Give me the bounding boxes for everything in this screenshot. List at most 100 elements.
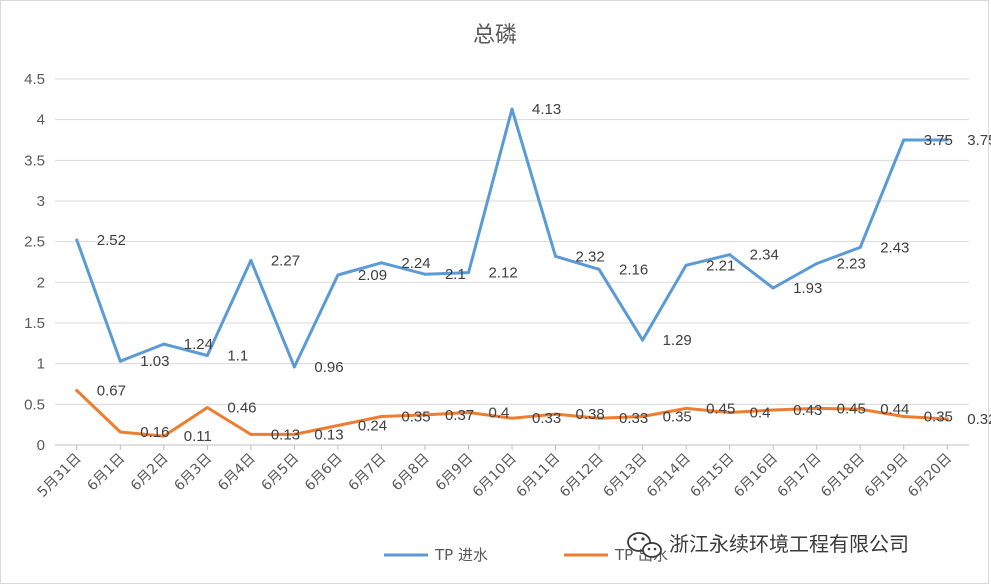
data-label: 2.52 bbox=[97, 232, 126, 249]
data-point bbox=[902, 415, 906, 419]
data-label: 1.03 bbox=[140, 353, 169, 370]
x-tick-label: 6月16日 bbox=[731, 451, 781, 501]
data-point bbox=[423, 413, 427, 417]
data-label: 2.23 bbox=[837, 256, 866, 273]
x-tick-label: 6月3日 bbox=[171, 451, 215, 495]
data-label: 2.32 bbox=[576, 248, 605, 265]
data-label: 4.13 bbox=[532, 101, 561, 118]
data-label: 2.12 bbox=[488, 265, 517, 282]
data-point bbox=[597, 416, 601, 420]
data-point bbox=[945, 138, 949, 142]
y-tick-label: 0.5 bbox=[24, 396, 45, 413]
data-point bbox=[858, 407, 862, 411]
data-point bbox=[118, 359, 122, 363]
data-label: 2.1 bbox=[445, 266, 466, 283]
x-tick-label: 6月7日 bbox=[346, 451, 390, 495]
data-point bbox=[466, 271, 470, 275]
data-label: 0.37 bbox=[445, 407, 474, 424]
data-point bbox=[292, 365, 296, 369]
data-point bbox=[423, 272, 427, 276]
data-label: 0.67 bbox=[97, 383, 126, 400]
data-label: 0.11 bbox=[184, 428, 212, 445]
data-label: 0.13 bbox=[271, 426, 300, 443]
y-tick-label: 4 bbox=[37, 112, 45, 129]
x-tick-label: 6月18日 bbox=[818, 451, 868, 501]
x-tick-label: 6月8日 bbox=[389, 451, 433, 495]
data-point bbox=[815, 262, 819, 266]
data-label: 0.38 bbox=[576, 406, 605, 423]
x-tick-label: 6月6日 bbox=[302, 451, 346, 495]
data-point bbox=[510, 107, 514, 111]
data-label: 0.4 bbox=[488, 404, 509, 421]
data-point bbox=[815, 406, 819, 410]
data-point bbox=[554, 254, 558, 258]
x-tick-label: 5月31日 bbox=[35, 451, 85, 501]
x-tick-label: 6月12日 bbox=[557, 451, 607, 501]
x-tick-label: 6月5日 bbox=[258, 451, 302, 495]
series-line-1 bbox=[75, 107, 949, 369]
data-label: 2.24 bbox=[401, 255, 430, 272]
data-point bbox=[684, 263, 688, 267]
x-tick-label: 6月10日 bbox=[470, 451, 520, 501]
data-label: 0.44 bbox=[880, 401, 909, 418]
data-point bbox=[771, 286, 775, 290]
data-label: 2.21 bbox=[706, 257, 735, 274]
data-point bbox=[510, 416, 514, 420]
data-label: 0.35 bbox=[924, 409, 953, 426]
data-point bbox=[118, 430, 122, 434]
y-axis: 0 0.5 1 1.5 2 2.5 3 3.5 4 4.5 bbox=[24, 71, 45, 454]
data-label: 2.09 bbox=[358, 267, 387, 284]
data-label: 0.4 bbox=[750, 404, 771, 421]
data-point bbox=[771, 408, 775, 412]
data-label: 0.43 bbox=[793, 402, 822, 419]
wechat-icon bbox=[627, 532, 662, 558]
y-tick-label: 3.5 bbox=[24, 152, 45, 169]
data-point bbox=[292, 432, 296, 436]
y-tick-label: 0 bbox=[37, 437, 45, 454]
y-tick-label: 3 bbox=[37, 193, 45, 210]
data-label: 2.16 bbox=[619, 261, 648, 278]
data-point bbox=[466, 410, 470, 414]
data-point bbox=[728, 253, 732, 257]
data-point bbox=[336, 423, 340, 427]
data-label: 0.45 bbox=[706, 400, 735, 417]
data-point bbox=[597, 267, 601, 271]
data-label: 2.34 bbox=[750, 247, 779, 264]
x-tick-label: 6月14日 bbox=[644, 451, 694, 501]
x-axis: 5月31日 6月1日 6月2日 6月3日 6月4日 6月5日 6月6日 6月7日 6月8日 6月9… bbox=[35, 444, 969, 501]
data-label: 1.29 bbox=[663, 332, 692, 349]
y-tick-label: 2 bbox=[37, 274, 45, 291]
data-label: 0.45 bbox=[837, 400, 866, 417]
data-point bbox=[641, 338, 645, 342]
data-point bbox=[554, 412, 558, 416]
data-label: 0.13 bbox=[314, 426, 343, 443]
data-point bbox=[379, 261, 383, 265]
data-label: 0.16 bbox=[140, 424, 169, 441]
y-tick-label: 1 bbox=[37, 356, 45, 373]
data-label: 1.24 bbox=[184, 336, 213, 353]
x-tick-label: 6月20日 bbox=[905, 451, 955, 501]
data-point bbox=[75, 389, 79, 393]
x-tick-label: 6月19日 bbox=[862, 451, 912, 501]
data-point bbox=[205, 354, 209, 358]
data-label: 0.35 bbox=[401, 409, 430, 426]
data-point bbox=[162, 342, 166, 346]
data-point bbox=[249, 432, 253, 436]
series-layer bbox=[75, 107, 949, 438]
data-point bbox=[379, 415, 383, 419]
data-point bbox=[162, 434, 166, 438]
data-label: 3.75 bbox=[924, 132, 953, 149]
data-point bbox=[858, 245, 862, 249]
x-tick-label: 6月2日 bbox=[128, 451, 172, 495]
data-point bbox=[902, 138, 906, 142]
data-labels: 2.52 1.03 1.24 1.1 2.27 0.96 2.09 2.24 2.1 2.12 4.… bbox=[97, 101, 991, 445]
y-tick-label: 2.5 bbox=[24, 234, 45, 251]
data-point bbox=[728, 410, 732, 414]
x-tick-label: 6月11日 bbox=[513, 451, 563, 501]
x-tick-label: 6月13日 bbox=[600, 451, 650, 501]
x-tick-label: 6月15日 bbox=[687, 451, 737, 501]
y-tick-label: 4.5 bbox=[24, 71, 45, 88]
gridlines bbox=[55, 78, 969, 446]
